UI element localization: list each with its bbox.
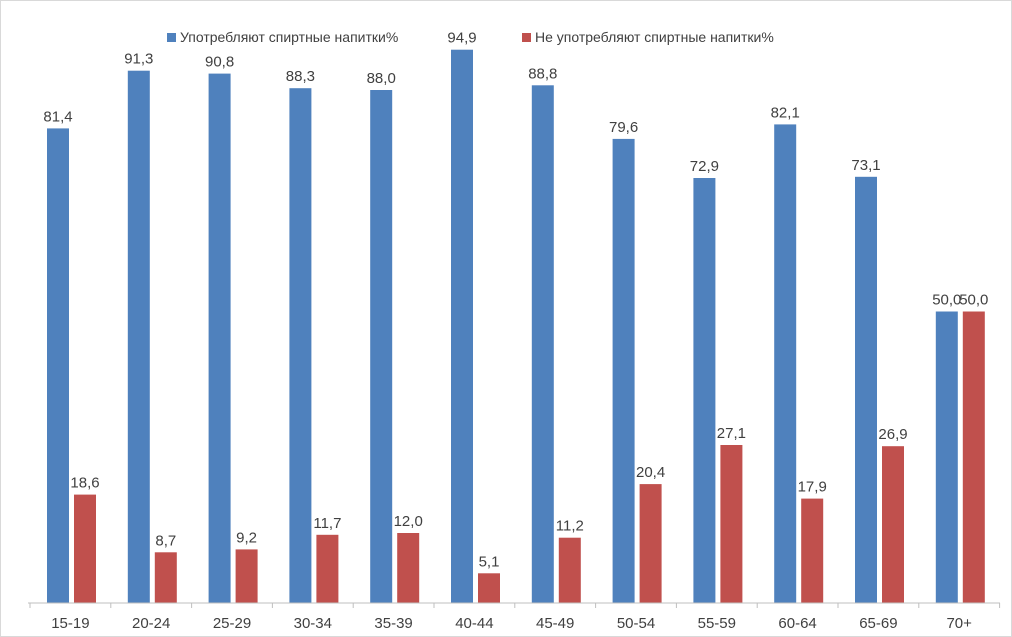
data-label-series-1-60-64: 82,1	[771, 104, 800, 121]
data-label-series-2-40-44: 5,1	[479, 553, 500, 570]
data-label-series-1-20-24: 91,3	[124, 51, 153, 68]
x-tick-label-65-69: 65-69	[859, 615, 897, 632]
bar-series-2-35-39	[397, 533, 420, 603]
data-label-series-2-65-69: 26,9	[878, 426, 907, 443]
data-label-series-2-60-64: 17,9	[798, 479, 827, 496]
x-axis-tick-labels: 15-19 20-24 25-29 30-34 35-39 40-44 45-49 50-54…	[51, 615, 972, 632]
data-label-series-2-15-19: 18,6	[70, 475, 99, 492]
data-label-series-1-35-39: 88,0	[367, 70, 396, 87]
bar-series-2-15-19	[74, 494, 96, 603]
data-label-series-1-40-44: 94,9	[447, 30, 476, 47]
bar-series-1-25-29	[208, 73, 231, 604]
legend-label-series-1: Употребляют спиртные напитки%	[180, 29, 398, 45]
data-label-series-1-70+: 50,0	[932, 292, 961, 309]
data-label-series-2-70+: 50,0	[959, 292, 988, 309]
bar-series-2-30-34	[316, 534, 339, 603]
bar-series-2-25-29	[235, 549, 258, 603]
x-tick-label-50-54: 50-54	[617, 615, 655, 632]
legend: Употребляют спиртные напитки% Не употреб…	[167, 29, 774, 45]
x-tick-label-70+: 70+	[946, 615, 972, 632]
bars-group	[47, 49, 985, 604]
x-tick-label-20-24: 20-24	[132, 615, 170, 632]
bar-series-1-50-54	[612, 138, 635, 603]
x-tick-label-35-39: 35-39	[374, 615, 412, 632]
bar-series-2-50-54	[639, 484, 662, 603]
bar-series-2-55-59	[720, 445, 743, 603]
legend-swatch-series-2	[522, 33, 531, 42]
bar-series-1-65-69	[855, 176, 877, 604]
x-tick-label-30-34: 30-34	[294, 615, 332, 632]
bar-series-1-40-44	[451, 49, 473, 603]
x-axis-ticks	[29, 603, 1001, 608]
data-label-series-1-30-34: 88,3	[286, 68, 315, 85]
data-label-series-1-50-54: 79,6	[609, 119, 638, 136]
bar-series-1-55-59	[693, 178, 716, 603]
x-tick-label-15-19: 15-19	[51, 615, 89, 632]
data-label-series-1-45-49: 88,8	[528, 65, 557, 82]
bar-series-1-70+	[935, 311, 958, 603]
bar-series-2-40-44	[478, 573, 500, 603]
x-tick-label-60-64: 60-64	[778, 615, 816, 632]
data-label-series-2-55-59: 27,1	[717, 425, 746, 442]
legend-label-series-2: Не употребляют спиртные напитки%	[535, 29, 774, 45]
data-label-series-2-25-29: 9,2	[236, 529, 257, 546]
bar-series-1-15-19	[47, 128, 69, 603]
bar-series-2-70+	[962, 311, 985, 603]
bar-series-2-20-24	[154, 552, 177, 603]
bar-series-2-65-69	[882, 446, 904, 603]
data-label-series-2-50-54: 20,4	[636, 464, 665, 481]
bar-series-1-45-49	[531, 85, 554, 604]
bar-series-1-30-34	[289, 88, 312, 603]
data-labels-group: 81,4 18,6 91,3 8,7 90,8 9,2 88,3 11,7 88,0 12,0 94…	[43, 30, 988, 571]
data-label-series-2-20-24: 8,7	[155, 532, 176, 549]
data-label-series-1-55-59: 72,9	[690, 158, 719, 175]
x-tick-label-45-49: 45-49	[536, 615, 574, 632]
x-tick-label-55-59: 55-59	[698, 615, 736, 632]
data-label-series-1-25-29: 90,8	[205, 54, 234, 71]
bar-series-2-60-64	[801, 498, 824, 603]
data-label-series-2-30-34: 11,7	[313, 515, 341, 532]
x-tick-label-40-44: 40-44	[455, 615, 493, 632]
data-label-series-2-35-39: 12,0	[394, 513, 423, 530]
bar-series-2-45-49	[558, 537, 581, 603]
legend-swatch-series-1	[167, 33, 176, 42]
data-label-series-1-15-19: 81,4	[43, 108, 72, 125]
bar-series-1-20-24	[127, 70, 150, 603]
bar-series-1-60-64	[774, 124, 797, 604]
x-tick-label-25-29: 25-29	[213, 615, 251, 632]
data-label-series-2-45-49: 11,2	[556, 518, 584, 535]
bar-series-1-35-39	[370, 90, 393, 603]
data-label-series-1-65-69: 73,1	[851, 157, 880, 174]
